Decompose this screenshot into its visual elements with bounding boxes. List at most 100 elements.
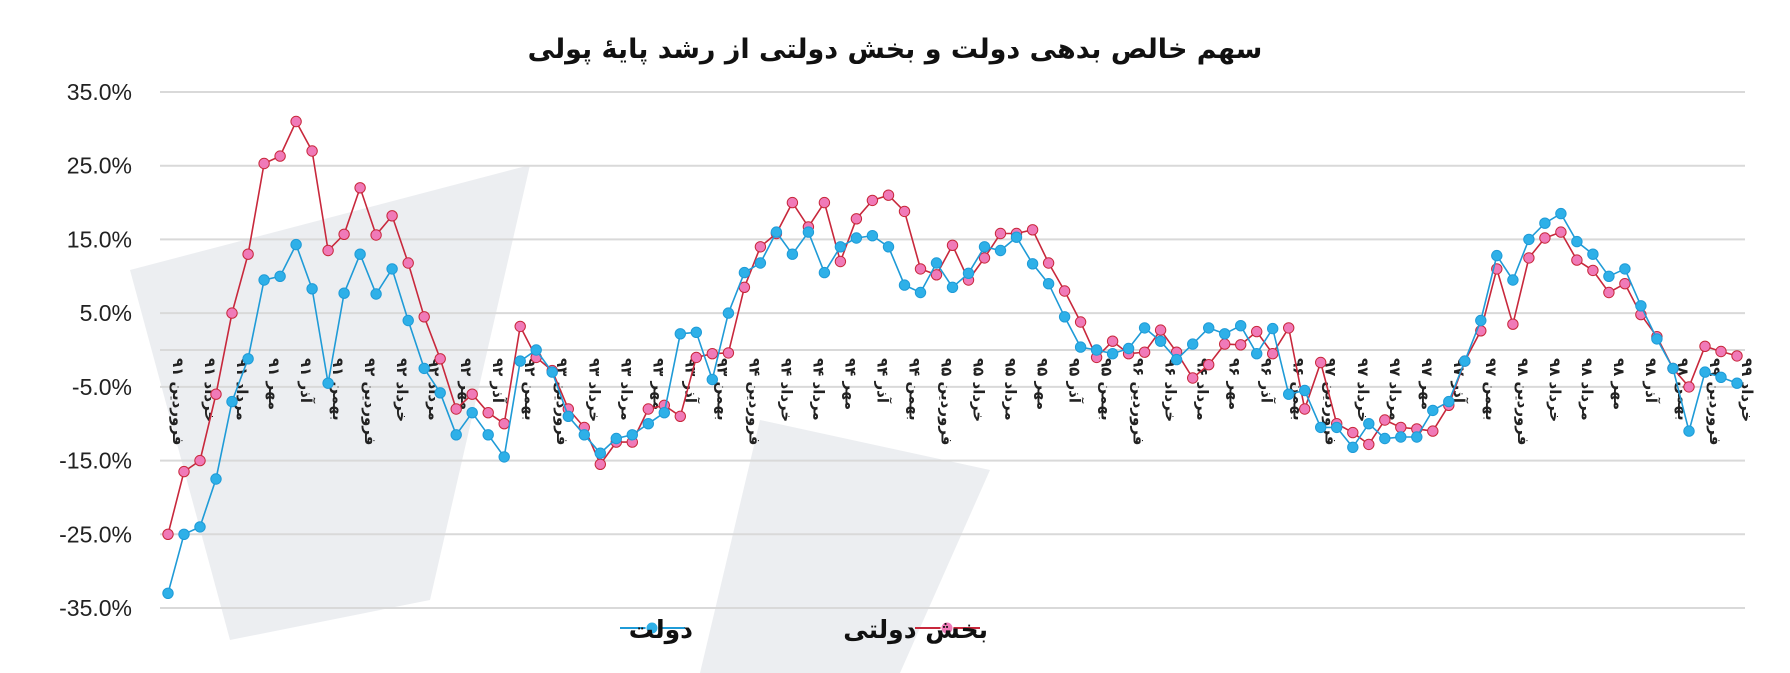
series-0 xyxy=(162,207,1743,599)
data-point xyxy=(770,226,783,238)
data-point xyxy=(754,257,767,269)
x-tick-label: فروردین ۹۸ xyxy=(1514,358,1532,445)
data-point xyxy=(1699,366,1711,378)
data-point xyxy=(1619,263,1631,275)
legend: دولت بخش دولتی xyxy=(620,615,988,645)
data-point xyxy=(210,388,222,400)
data-point xyxy=(994,244,1007,257)
data-point xyxy=(178,465,190,478)
data-point xyxy=(1635,300,1647,312)
data-point xyxy=(450,429,462,441)
data-point xyxy=(1251,325,1263,338)
data-point xyxy=(1154,335,1167,347)
data-point xyxy=(514,320,526,333)
data-point xyxy=(866,194,879,207)
data-point xyxy=(722,307,735,319)
data-point xyxy=(1539,217,1551,229)
x-tick-label: مرداد ۹۴ xyxy=(809,358,827,421)
data-point xyxy=(274,150,286,162)
data-point xyxy=(1203,359,1215,371)
data-point xyxy=(786,248,799,260)
data-point xyxy=(1026,258,1039,270)
data-point xyxy=(370,288,382,300)
data-point xyxy=(722,347,735,359)
data-point xyxy=(914,286,927,299)
x-tick-label: آذر ۹۵ xyxy=(1066,358,1084,404)
data-point xyxy=(194,521,206,533)
data-point xyxy=(690,326,702,338)
data-point xyxy=(194,454,206,467)
data-point xyxy=(242,353,254,365)
data-point xyxy=(962,267,975,279)
x-tick-label: آذر ۹۶ xyxy=(1258,358,1276,404)
x-tick-label: مرداد ۹۸ xyxy=(1578,358,1596,421)
data-point xyxy=(1235,320,1247,332)
data-point xyxy=(1283,388,1295,400)
data-point xyxy=(498,451,510,463)
data-point xyxy=(930,257,943,269)
data-point xyxy=(530,344,542,356)
data-point xyxy=(466,388,478,400)
x-tick-label: آذر ۹۸ xyxy=(1642,358,1660,404)
y-tick-label: 5.0% xyxy=(80,300,132,326)
data-point xyxy=(418,311,430,323)
data-point xyxy=(370,229,382,241)
data-point xyxy=(338,228,350,241)
data-point xyxy=(1283,322,1295,334)
data-point xyxy=(1507,318,1519,330)
y-axis-ticks: 35.0% 25.0% 15.0% 5.0% -5.0% -15.0% -25.0% -35.… xyxy=(59,79,132,621)
x-tick-label: خرداد ۹۶ xyxy=(1162,358,1180,422)
y-tick-label: 15.0% xyxy=(67,226,132,252)
data-point xyxy=(866,230,879,242)
data-point xyxy=(210,473,222,485)
data-point xyxy=(1379,414,1391,426)
data-point xyxy=(1106,348,1119,360)
data-point xyxy=(706,373,718,386)
data-point xyxy=(434,353,446,365)
data-point xyxy=(882,241,895,253)
x-tick-label: مهر ۹۸ xyxy=(1610,358,1628,410)
data-point xyxy=(1058,311,1071,323)
data-point xyxy=(1603,286,1615,299)
data-point xyxy=(914,263,927,275)
legend-marker-bakhsh-dowlati xyxy=(940,621,954,635)
data-point xyxy=(1315,421,1327,434)
data-point xyxy=(1539,232,1551,244)
x-axis-ticks: فروردین ۹۱ خرداد ۹۱ مرداد ۹۱ مهر ۹۱ آذر ۹۱ به… xyxy=(169,358,1756,445)
data-point xyxy=(594,458,606,470)
data-point xyxy=(226,307,238,319)
data-point xyxy=(322,244,334,257)
x-tick-label: مرداد ۹۲ xyxy=(425,358,443,421)
data-point xyxy=(1395,421,1407,434)
data-point xyxy=(1187,338,1199,350)
data-point xyxy=(930,269,943,281)
data-point xyxy=(178,528,190,540)
x-tick-label: بهمن ۹۴ xyxy=(905,358,923,421)
x-tick-label: خرداد ۹۸ xyxy=(1546,358,1564,422)
data-point xyxy=(706,348,718,360)
x-tick-label: مرداد ۹۳ xyxy=(617,358,635,421)
data-point xyxy=(290,115,302,128)
data-point xyxy=(1683,381,1695,393)
data-point xyxy=(1491,249,1503,262)
data-point xyxy=(674,410,686,422)
data-point xyxy=(578,429,590,441)
legend-item-dowlat: دولت xyxy=(620,615,693,645)
x-tick-label: بهمن ۹۱ xyxy=(329,358,347,421)
data-point xyxy=(818,266,831,279)
data-point xyxy=(1571,254,1583,266)
data-point xyxy=(834,255,847,268)
data-point xyxy=(258,157,270,170)
data-point xyxy=(834,241,847,253)
data-point xyxy=(386,263,398,275)
data-point xyxy=(1299,403,1311,415)
data-point xyxy=(1187,372,1199,384)
data-point xyxy=(482,429,494,441)
data-point xyxy=(1170,353,1183,366)
y-tick-label: -5.0% xyxy=(72,374,132,400)
y-tick-label: -25.0% xyxy=(59,521,132,547)
x-tick-label: آذر ۹۲ xyxy=(489,358,507,404)
data-point xyxy=(674,328,686,340)
data-point xyxy=(1219,338,1231,350)
x-tick-label: فروردین ۹۱ xyxy=(169,358,187,445)
